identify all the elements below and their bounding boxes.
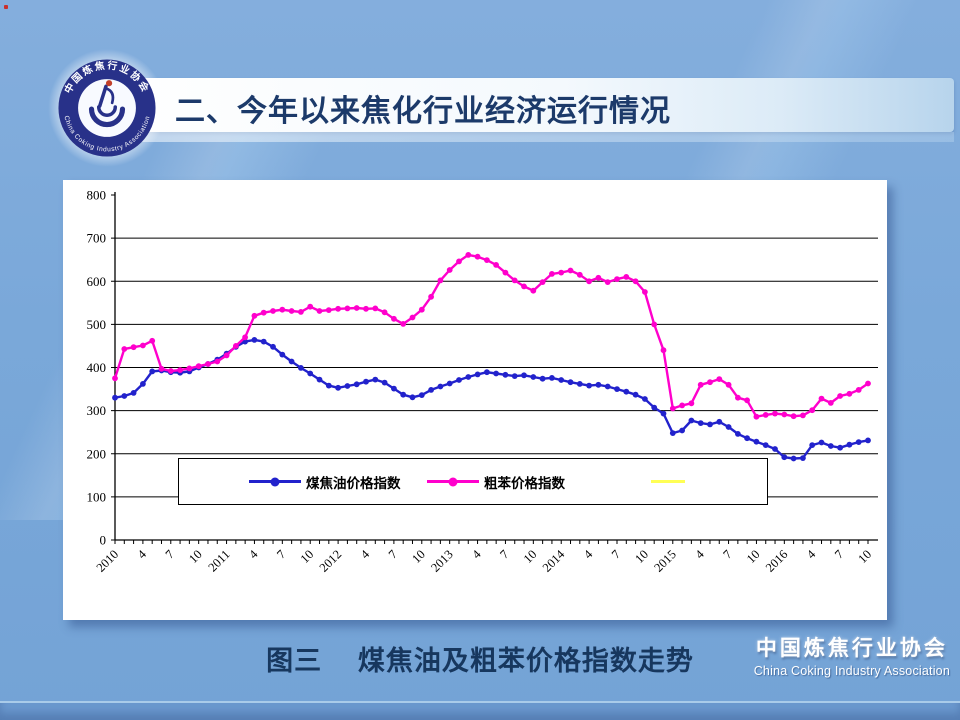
svg-text:2014: 2014 bbox=[540, 547, 568, 575]
svg-text:300: 300 bbox=[87, 403, 107, 418]
page-title: 二、今年以来焦化行业经济运行情况 bbox=[175, 95, 671, 128]
chart-legend: 煤焦油价格指数 粗苯价格指数 bbox=[178, 458, 768, 505]
footer-org: 中国炼焦行业协会 China Coking Industry Associati… bbox=[754, 632, 950, 678]
svg-text:7: 7 bbox=[720, 547, 734, 561]
legend-entry-benzene: 粗苯价格指数 bbox=[427, 459, 565, 504]
svg-text:10: 10 bbox=[632, 547, 651, 566]
logo-flame-icon bbox=[105, 80, 113, 87]
svg-text:2015: 2015 bbox=[651, 547, 679, 575]
svg-text:4: 4 bbox=[692, 547, 707, 562]
svg-text:500: 500 bbox=[87, 317, 107, 332]
legend-label-benzene: 粗苯价格指数 bbox=[484, 475, 565, 492]
svg-text:2013: 2013 bbox=[428, 547, 456, 575]
svg-text:10: 10 bbox=[744, 547, 763, 566]
svg-text:7: 7 bbox=[386, 547, 400, 561]
svg-text:2012: 2012 bbox=[317, 547, 345, 575]
svg-text:0: 0 bbox=[100, 533, 107, 548]
figure-caption: 图三 煤焦油及粗苯价格指数走势 bbox=[266, 646, 694, 676]
title-band bbox=[86, 78, 954, 132]
corner-dot bbox=[4, 5, 8, 9]
svg-text:4: 4 bbox=[246, 547, 261, 562]
footer-org-cn: 中国炼焦行业协会 bbox=[755, 636, 948, 660]
legend-line-benzene-icon bbox=[427, 477, 479, 486]
svg-text:200: 200 bbox=[87, 446, 107, 461]
svg-text:4: 4 bbox=[358, 547, 373, 562]
legend-line-coal-tar-icon bbox=[249, 477, 301, 486]
svg-text:2016: 2016 bbox=[763, 547, 791, 575]
svg-text:2010: 2010 bbox=[94, 547, 122, 575]
title-band-underline bbox=[86, 132, 954, 142]
association-logo: 中国炼焦行业协会 China Coking Industry Associati… bbox=[48, 49, 166, 167]
svg-text:4: 4 bbox=[469, 547, 484, 562]
svg-text:10: 10 bbox=[855, 547, 874, 566]
footer-org-en: China Coking Industry Association bbox=[753, 664, 950, 678]
logo-emblem-icon bbox=[88, 84, 126, 128]
svg-text:4: 4 bbox=[581, 547, 596, 562]
svg-text:100: 100 bbox=[87, 489, 107, 504]
legend-line-extra-icon bbox=[651, 480, 685, 483]
legend-label-coal-tar: 煤焦油价格指数 bbox=[306, 475, 401, 492]
bottom-band bbox=[0, 701, 960, 720]
legend-entry-extra bbox=[651, 459, 685, 504]
svg-text:700: 700 bbox=[87, 231, 107, 246]
svg-text:10: 10 bbox=[521, 547, 540, 566]
svg-text:7: 7 bbox=[609, 547, 623, 561]
svg-text:7: 7 bbox=[163, 547, 177, 561]
svg-text:800: 800 bbox=[87, 188, 107, 203]
svg-text:600: 600 bbox=[87, 274, 107, 289]
chart-panel: 0 100 200 300 400 500 600 700 800 2010 4 7 10 2011 4 7 1… bbox=[63, 180, 887, 620]
svg-text:10: 10 bbox=[298, 547, 317, 566]
svg-text:400: 400 bbox=[87, 360, 107, 375]
legend-entry-coal-tar: 煤焦油价格指数 bbox=[249, 459, 401, 504]
svg-text:7: 7 bbox=[832, 547, 846, 561]
logo-inner-circle bbox=[78, 79, 136, 137]
svg-text:10: 10 bbox=[409, 547, 428, 566]
svg-text:7: 7 bbox=[274, 547, 288, 561]
svg-text:10: 10 bbox=[186, 547, 205, 566]
svg-text:7: 7 bbox=[497, 547, 511, 561]
svg-text:4: 4 bbox=[135, 547, 150, 562]
svg-text:4: 4 bbox=[804, 547, 819, 562]
svg-text:2011: 2011 bbox=[205, 547, 232, 574]
